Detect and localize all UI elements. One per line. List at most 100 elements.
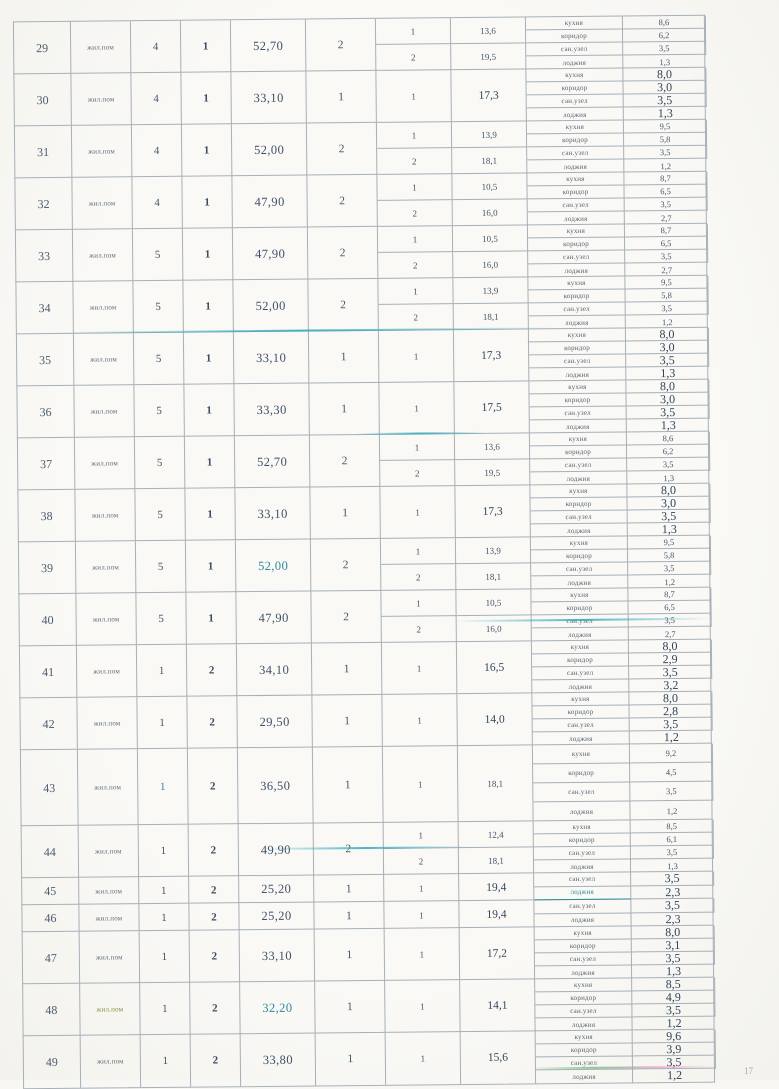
aux-room-name: кухня (535, 978, 633, 993)
aux-room-name: кухня (534, 926, 632, 941)
floor-number: 4 (131, 72, 182, 126)
room-area: 18,1 (452, 147, 528, 175)
aux-room-name: лоджия (527, 159, 625, 174)
floor-number: 5 (134, 436, 186, 490)
aux-room-name: сан.узел (530, 510, 628, 525)
aux-room-name: коридор (529, 445, 628, 460)
table-row: 41 жил.пом 1 2 34,10 1 1 16,5 кухня 8,0 коридор 2,9… (18, 638, 713, 699)
floor-number: 1 (139, 930, 191, 984)
aux-room-name: сан.узел (530, 458, 628, 473)
room-number: 2 (381, 564, 457, 591)
total-area: 33,80 (240, 1033, 317, 1087)
aux-room-name: кухня (533, 820, 631, 835)
aux-room-area: 1,2 (666, 805, 678, 816)
room-area: 19,4 (459, 873, 535, 902)
aux-room-area: 5,8 (623, 132, 708, 147)
room-area: 10,5 (456, 589, 532, 617)
aux-room-name: кухня (532, 744, 631, 765)
room-area: 16,0 (453, 251, 529, 279)
aux-room-area: 9,5 (623, 119, 707, 134)
entrance-number: 2 (190, 1034, 242, 1087)
table-row: 30 жил.пом 4 1 33,10 1 1 17,3 кухня 8,0 коридор 3,0… (13, 66, 707, 127)
room-count: 1 (310, 486, 381, 540)
room-area: 18,1 (457, 745, 534, 823)
aux-room-name: кухня (528, 276, 626, 291)
aux-room-area: 3,5 (623, 41, 707, 56)
room-count: 2 (309, 434, 381, 488)
aux-room-name: лоджия (528, 315, 626, 330)
aux-room-area: 1,3 (657, 106, 673, 121)
floor-number: 5 (133, 332, 185, 386)
aux-room-name: сан.узел (529, 406, 627, 421)
aux-room-name: лоджия (535, 1069, 634, 1084)
aux-room-area: 3,5 (629, 717, 713, 732)
room-area: 12,4 (458, 821, 534, 849)
aux-room-name: коридор (532, 705, 630, 720)
aux-room-name: лоджия (530, 471, 628, 486)
room-count: 1 (314, 874, 385, 903)
room-count: 2 (305, 18, 377, 72)
aux-room-area: 3,5 (627, 509, 711, 524)
room-area: 13,6 (450, 17, 527, 45)
entrance-number: 2 (188, 824, 240, 877)
aux-room-name: сан.узел (528, 250, 626, 265)
total-area: 52,70 (230, 19, 307, 73)
room-count: 2 (308, 278, 379, 332)
aux-room-name: кухня (530, 484, 628, 499)
apartment-number: 44 (21, 825, 80, 879)
aux-room-area: 2,7 (661, 264, 673, 275)
aux-room-area: 4,5 (630, 762, 714, 783)
entrance-number: 1 (182, 228, 234, 281)
apartment-number: 48 (23, 983, 81, 1037)
aux-room-area: 3,5 (625, 301, 709, 316)
total-area: 33,10 (233, 331, 310, 385)
aux-room-area: 8,0 (629, 691, 713, 706)
apartment-number: 39 (18, 541, 77, 595)
aux-room-area: 3,1 (631, 938, 715, 953)
aux-room-name: сан.узел (533, 782, 631, 803)
entrance-number: 2 (189, 903, 240, 931)
aux-room-area: 8,5 (632, 977, 716, 992)
room-area: 17,5 (454, 381, 530, 435)
total-area: 52,00 (231, 123, 308, 177)
aux-room-name: коридор (531, 653, 630, 668)
aux-room-name: лоджия (526, 107, 624, 122)
premise-type: жил.пом (79, 931, 141, 984)
total-area: 52,00 (235, 539, 312, 593)
total-area: 29,50 (237, 695, 313, 749)
aux-room-name: лоджия (529, 367, 627, 382)
apartment-number: 29 (13, 21, 72, 75)
aux-room-area: 1,2 (666, 1068, 683, 1083)
floor-number: 1 (137, 748, 189, 826)
room-number: 2 (383, 848, 460, 875)
aux-room-area: 3,5 (629, 665, 713, 680)
total-area: 47,90 (236, 591, 312, 645)
aux-room-area: 4,9 (632, 990, 716, 1005)
table-row: 38 жил.пом 5 1 33,10 1 1 17,3 кухня 8,0 коридор 3,0… (17, 482, 711, 543)
floor-number: 5 (132, 228, 184, 282)
entrance-number: 2 (187, 748, 239, 825)
room-number: 1 (378, 330, 455, 383)
aux-room-area: 8,7 (628, 587, 712, 602)
entrance-number: 1 (184, 384, 235, 437)
aux-room-area: 6,5 (628, 600, 712, 615)
apartment-number: 40 (19, 593, 77, 647)
aux-room-name: кухня (535, 1030, 633, 1045)
aux-room-name: кухня (531, 640, 629, 655)
aux-room-name: коридор (531, 601, 629, 616)
aux-room-name: сан.узел (527, 146, 625, 161)
aux-room-name: кухня (526, 120, 624, 135)
entrance-number: 2 (190, 982, 241, 1035)
aux-room-name: коридор (527, 185, 625, 200)
premise-type: жил.пом (72, 177, 133, 230)
aux-room-area: 6,5 (624, 184, 708, 199)
room-area: 16,0 (456, 615, 532, 643)
aux-room-name: кухня (531, 588, 629, 603)
aux-room-area: 8,7 (624, 223, 708, 238)
entrance-number: 1 (182, 176, 233, 229)
table-row: 32 жил.пом 4 1 47,90 2 1 10,5 2 16,0 кухня 8,7 корид… (14, 170, 708, 231)
aux-room-area: 1,3 (661, 522, 677, 537)
aux-room-name: кухня (525, 16, 623, 31)
room-number: 1 (377, 226, 454, 253)
aux-room-area: 3,5 (624, 145, 708, 160)
